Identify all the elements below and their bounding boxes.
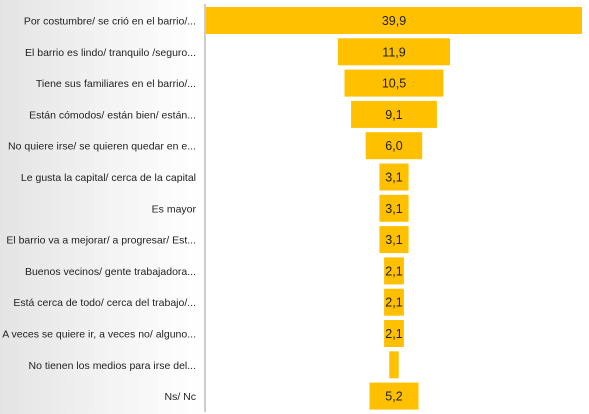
bar-9 xyxy=(384,288,404,316)
bar-10 xyxy=(384,320,404,347)
value-label-7: 3,1 xyxy=(385,233,402,247)
category-label-11: No tienen los medios para irse del... xyxy=(28,360,196,372)
bar-0 xyxy=(206,7,582,34)
bar-6 xyxy=(379,194,409,222)
bar-1 xyxy=(337,38,450,66)
value-label-6: 3,1 xyxy=(385,202,402,216)
bar-4 xyxy=(365,132,423,160)
value-label-4: 6,0 xyxy=(385,139,402,153)
category-label-4: No quiere irse/ se quieren quedar en e..… xyxy=(8,141,196,153)
bar-3 xyxy=(351,100,437,128)
category-label-12: Ns/ Nc xyxy=(165,391,197,403)
value-label-12: 5,2 xyxy=(385,390,402,404)
value-label-8: 2,1 xyxy=(385,264,402,278)
category-label-5: Le gusta la capital/ cerca de la capital xyxy=(21,172,196,184)
value-label-0: 39,9 xyxy=(382,14,406,28)
category-label-9: Está cerca de todo/ cerca del trabajo/..… xyxy=(13,297,196,309)
bar-12 xyxy=(369,382,419,410)
bar-8 xyxy=(384,257,404,285)
category-label-7: El barrio va a mejorar/ a progresar/ Est… xyxy=(6,235,196,247)
category-label-0: Por costumbre/ se crió en el barrio/... xyxy=(24,16,196,28)
category-label-10: A veces se quiere ir, a veces no/ alguno… xyxy=(2,329,196,341)
value-label-5: 3,1 xyxy=(385,171,402,185)
bar-2 xyxy=(344,69,444,97)
category-label-1: El barrio es lindo/ tranquilo /seguro... xyxy=(25,47,196,59)
value-label-9: 2,1 xyxy=(385,296,402,310)
category-label-3: Están cómodos/ están bien/ están... xyxy=(29,109,196,121)
bar-5 xyxy=(379,163,409,191)
category-label-6: Es mayor xyxy=(152,203,197,215)
bar-7 xyxy=(379,226,409,254)
bars-group: Por costumbre/ se crió en el barrio/... 3… xyxy=(2,7,582,410)
bar-11 xyxy=(389,351,399,379)
value-label-1: 11,9 xyxy=(382,45,405,59)
value-label-3: 9,1 xyxy=(385,108,402,122)
value-label-2: 10,5 xyxy=(382,77,406,91)
category-label-2: Tiene sus familiares en el barrio/... xyxy=(36,78,196,90)
value-label-10: 2,1 xyxy=(385,327,402,341)
category-label-8: Buenos vecinos/ gente trabajadora... xyxy=(25,266,196,278)
